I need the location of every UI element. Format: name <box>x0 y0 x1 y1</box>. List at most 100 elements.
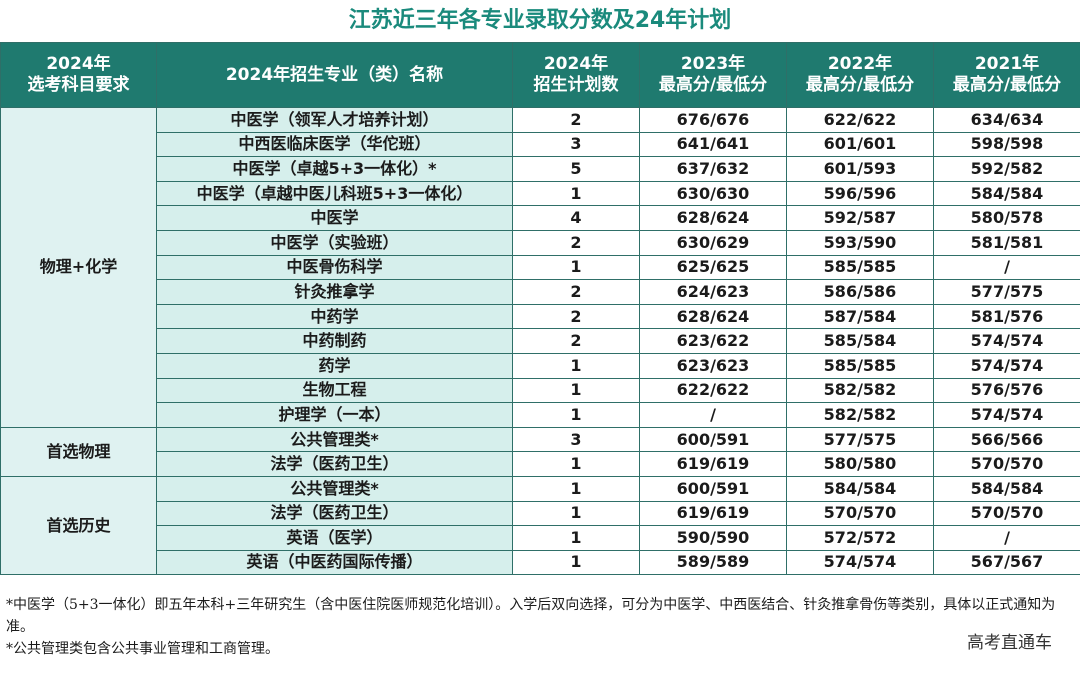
header-plan: 2024年 招生计划数 <box>512 42 640 108</box>
table-row: 中医学（卓越5+3一体化）* 5 637/632 601/593 592/582 <box>1 156 1080 182</box>
score-2022-cell: 577/575 <box>786 426 934 453</box>
score-2023-cell: 600/591 <box>639 426 787 453</box>
plan-count-cell: 1 <box>512 180 640 207</box>
score-2021-cell: 566/566 <box>933 426 1080 453</box>
header-2021: 2021年 最高分/最低分 <box>933 42 1080 108</box>
score-2021-cell: 581/581 <box>933 229 1080 256</box>
plan-count-cell: 4 <box>512 205 640 231</box>
score-2023-cell: 625/625 <box>639 254 787 281</box>
table-row: 针灸推拿学 2 624/623 586/586 577/575 <box>1 279 1080 305</box>
score-2022-cell: 582/582 <box>786 377 934 404</box>
score-2023-cell: 628/624 <box>639 303 787 330</box>
score-2023-cell: 619/619 <box>639 500 787 527</box>
score-2021-cell: 574/574 <box>933 402 1080 428</box>
major-name-cell: 中医学 <box>156 205 513 231</box>
table-row: 英语（中医药国际传播） 1 589/589 574/574 567/567 <box>1 549 1080 576</box>
header-2023: 2023年 最高分/最低分 <box>639 42 787 108</box>
score-2021-cell: 570/570 <box>933 500 1080 527</box>
score-2023-cell: 622/622 <box>639 377 787 404</box>
table-row: 法学（医药卫生） 1 619/619 570/570 570/570 <box>1 500 1080 527</box>
plan-count-cell: 3 <box>512 426 640 453</box>
major-name-cell: 中医学（卓越中医儿科班5+3一体化） <box>156 180 513 207</box>
major-name-cell: 中药学 <box>156 303 513 330</box>
score-2021-cell: / <box>933 525 1080 551</box>
major-name-cell: 英语（中医药国际传播） <box>156 549 513 576</box>
score-2021-cell: 570/570 <box>933 451 1080 477</box>
score-2023-cell: 589/589 <box>639 549 787 576</box>
table-row: 中西医临床医学（华佗班） 3 641/641 601/601 598/598 <box>1 131 1080 158</box>
score-2021-cell: 581/576 <box>933 303 1080 330</box>
table-row: 药学 1 623/623 585/585 574/574 <box>1 352 1080 379</box>
requirement-cell: 物理+化学 <box>0 107 157 428</box>
major-name-cell: 法学（医药卫生） <box>156 500 513 527</box>
table-row: 中药制药 2 623/622 585/584 574/574 <box>1 328 1080 354</box>
table-row: 生物工程 1 622/622 582/582 576/576 <box>1 377 1080 404</box>
score-2023-cell: 623/623 <box>639 352 787 379</box>
score-2023-cell: 628/624 <box>639 205 787 231</box>
plan-count-cell: 1 <box>512 475 640 502</box>
table-row: 中医骨伤科学 1 625/625 585/585/ <box>1 254 1080 281</box>
watermark: 高考直通车 <box>967 633 1052 653</box>
table-row: 首选物理 公共管理类* 3 600/591 577/575 566/566 <box>0 426 1080 477</box>
score-2022-cell: 585/585 <box>786 352 934 379</box>
header-2022: 2022年 最高分/最低分 <box>786 42 934 108</box>
plan-count-cell: 1 <box>512 500 640 527</box>
table-row: 法学（医药卫生） 1 619/619 580/580 570/570 <box>1 451 1080 477</box>
plan-count-cell: 2 <box>512 107 640 133</box>
table-row: 中医学（实验班） 2 630/629 593/590 581/581 <box>1 229 1080 256</box>
major-name-cell: 药学 <box>156 352 513 379</box>
score-2023-cell: 630/630 <box>639 180 787 207</box>
score-2021-cell: 634/634 <box>933 107 1080 133</box>
score-2021-cell: 577/575 <box>933 279 1080 305</box>
plan-count-cell: 2 <box>512 229 640 256</box>
table-row: 英语（医学） 1 590/590 572/572/ <box>1 525 1080 551</box>
plan-count-cell: 2 <box>512 328 640 354</box>
score-2022-cell: 570/570 <box>786 500 934 527</box>
plan-count-cell: 1 <box>512 402 640 428</box>
score-2021-cell: 598/598 <box>933 131 1080 158</box>
score-2022-cell: 574/574 <box>786 549 934 576</box>
score-2022-cell: 601/593 <box>786 156 934 182</box>
header-requirement: 2024年 选考科目要求 <box>0 42 157 108</box>
plan-count-cell: 2 <box>512 279 640 305</box>
plan-count-cell: 1 <box>512 377 640 404</box>
score-2022-cell: 601/601 <box>786 131 934 158</box>
score-2022-cell: 585/584 <box>786 328 934 354</box>
plan-count-cell: 1 <box>512 451 640 477</box>
major-name-cell: 中西医临床医学（华佗班） <box>156 131 513 158</box>
table-row: 中医学 4 628/624 592/587 580/578 <box>1 205 1080 231</box>
score-2022-cell: 592/587 <box>786 205 934 231</box>
major-name-cell: 生物工程 <box>156 377 513 404</box>
score-2022-cell: 585/585 <box>786 254 934 281</box>
major-name-cell: 护理学（一本） <box>156 402 513 428</box>
plan-count-cell: 3 <box>512 131 640 158</box>
score-2021-cell: / <box>933 254 1080 281</box>
major-name-cell: 公共管理类* <box>156 426 513 453</box>
score-2023-cell: 600/591 <box>639 475 787 502</box>
score-2023-cell: 624/623 <box>639 279 787 305</box>
score-2022-cell: 580/580 <box>786 451 934 477</box>
score-2022-cell: 586/586 <box>786 279 934 305</box>
major-name-cell: 英语（医学） <box>156 525 513 551</box>
score-2023-cell: 637/632 <box>639 156 787 182</box>
score-2023-cell: 619/619 <box>639 451 787 477</box>
score-2021-cell: 567/567 <box>933 549 1080 576</box>
score-2022-cell: 572/572 <box>786 525 934 551</box>
score-2021-cell: 584/584 <box>933 180 1080 207</box>
footnotes: *中医学（5+3一体化）即五年本科+三年研究生（含中医住院医师规范化培训）。入学… <box>6 594 1076 660</box>
plan-count-cell: 5 <box>512 156 640 182</box>
table-title: 江苏近三年各专业录取分数及24年计划 <box>348 8 732 33</box>
table-row: 中医学（卓越中医儿科班5+3一体化） 1 630/630 596/596 584/584 <box>1 180 1080 207</box>
score-2022-cell: 584/584 <box>786 475 934 502</box>
table-row: 物理+化学 中医学（领军人才培养计划） 2 676/676 622/622 634/634 <box>0 107 1080 428</box>
header-major: 2024年招生专业（类）名称 <box>156 42 513 108</box>
plan-count-cell: 1 <box>512 352 640 379</box>
score-2021-cell: 592/582 <box>933 156 1080 182</box>
table-row: 中药学 2 628/624 587/584 581/576 <box>1 303 1080 330</box>
score-2022-cell: 622/622 <box>786 107 934 133</box>
score-2021-cell: 580/578 <box>933 205 1080 231</box>
major-name-cell: 公共管理类* <box>156 475 513 502</box>
requirement-cell: 首选物理 <box>0 426 157 477</box>
major-name-cell: 中医学（实验班） <box>156 229 513 256</box>
score-2021-cell: 576/576 <box>933 377 1080 404</box>
